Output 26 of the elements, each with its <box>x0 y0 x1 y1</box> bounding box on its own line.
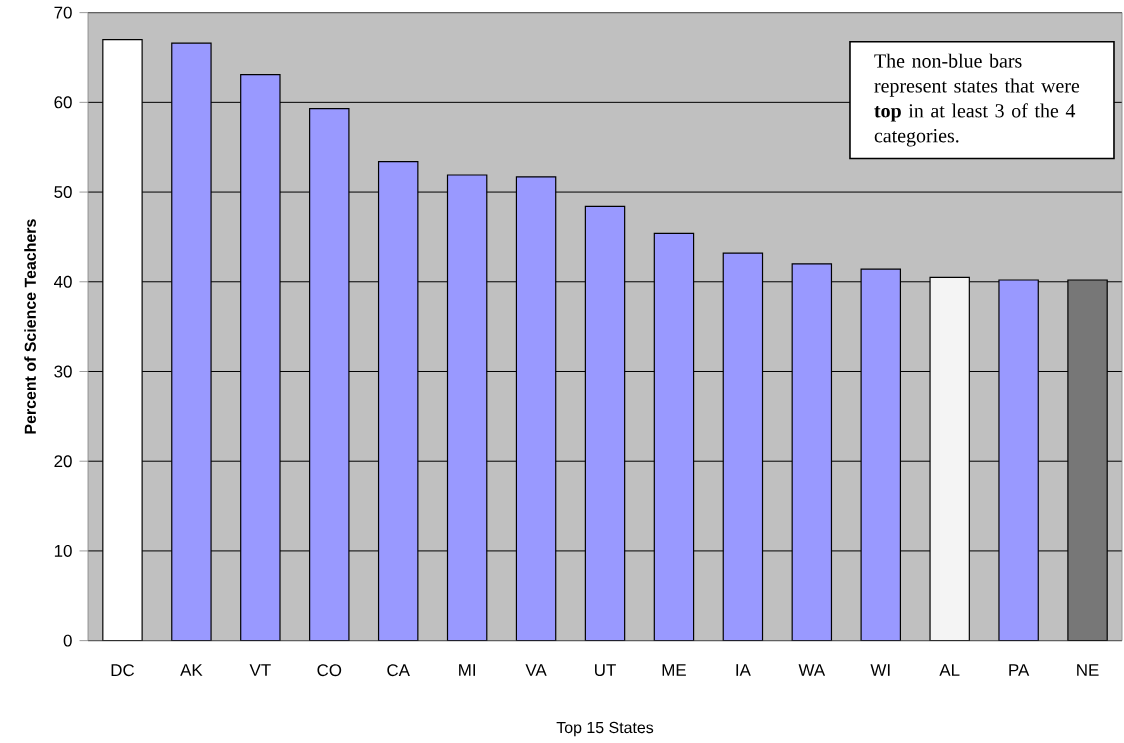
x-tick-label: IA <box>736 664 751 676</box>
x-axis-title: Top 15 States <box>556 721 654 737</box>
y-tick-label: 30 <box>54 365 72 378</box>
y-axis-title: Percent of Science Teachers <box>24 219 36 434</box>
y-tick-label: 10 <box>54 544 72 557</box>
y-tick-label: 50 <box>54 186 72 199</box>
x-tick-label: NE <box>1077 664 1099 676</box>
x-tick-label: CO <box>317 664 342 677</box>
x-tick-label: AL <box>939 664 960 676</box>
y-tick-label: 60 <box>54 96 72 109</box>
x-tick-label: MI <box>459 664 475 676</box>
x-tick-label: WA <box>798 664 826 676</box>
x-tick-label: AK <box>180 664 203 676</box>
y-tick-label: 0 <box>63 634 72 647</box>
x-tick-label: WI <box>870 664 890 676</box>
x-tick-label: CA <box>387 664 410 677</box>
y-tick-label: 70 <box>54 6 72 19</box>
y-tick-label: 20 <box>54 455 72 468</box>
x-tick-label: PA <box>1009 664 1030 676</box>
x-tick-label: UT <box>595 664 616 677</box>
x-tick-label: ME <box>662 664 686 676</box>
x-tick-label: DC <box>111 664 135 677</box>
x-tick-label: VA <box>525 664 547 676</box>
annotation: The non-blue bars represent states that were top in at least 3 of the 4 categories. <box>874 53 1080 147</box>
y-tick-label: 40 <box>54 275 72 288</box>
x-tick-label: VT <box>249 664 271 676</box>
